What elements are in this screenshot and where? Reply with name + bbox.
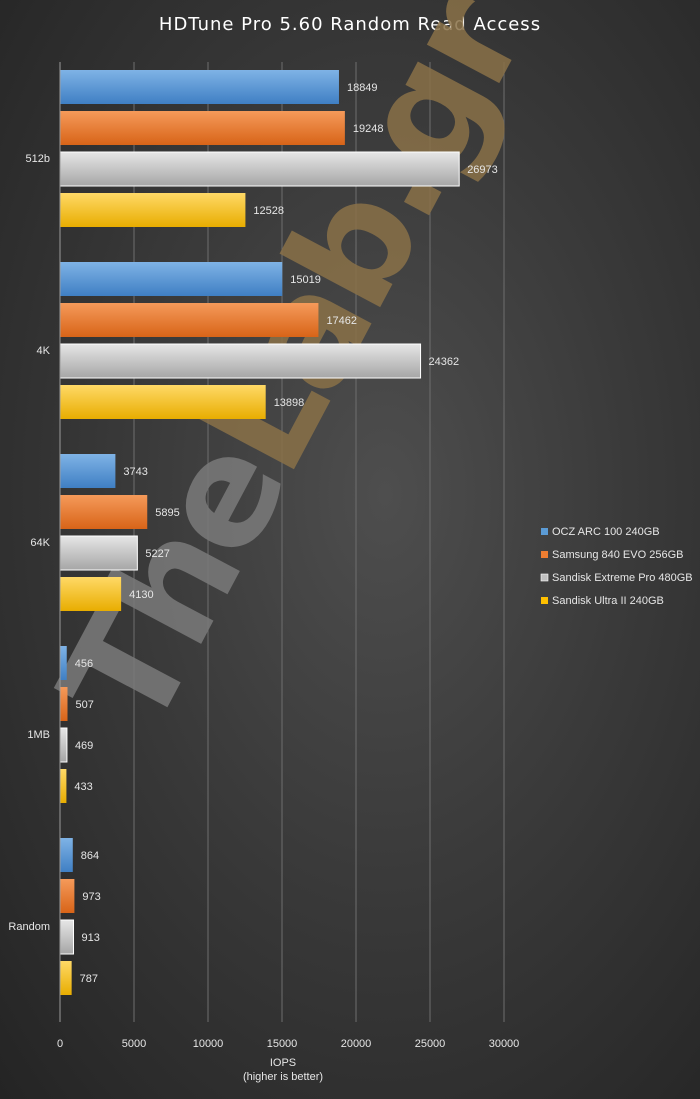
value-label: 13898 bbox=[274, 397, 305, 409]
bar bbox=[59, 727, 68, 763]
chart-title: HDTune Pro 5.60 Random Read Access bbox=[159, 14, 541, 35]
x-axis-subtitle: (higher is better) bbox=[243, 1071, 323, 1083]
bar bbox=[60, 577, 122, 611]
value-label: 433 bbox=[74, 781, 92, 793]
value-label: 17462 bbox=[326, 315, 357, 327]
bar bbox=[60, 961, 72, 995]
x-tick-labels: 0 5000 10000 15000 20000 25000 30000 bbox=[57, 1038, 519, 1050]
value-labels: 18849 19248 26973 12528 15019 17462 24362 13898… bbox=[74, 82, 497, 985]
legend-swatch bbox=[541, 528, 548, 535]
value-label: 18849 bbox=[347, 82, 378, 94]
x-tick-label: 25000 bbox=[415, 1038, 446, 1050]
legend-entry: OCZ ARC 100 240GB bbox=[552, 526, 660, 538]
value-label: 12528 bbox=[253, 205, 284, 217]
bar bbox=[60, 193, 246, 227]
x-axis-title: IOPS bbox=[270, 1057, 296, 1069]
x-tick-label: 10000 bbox=[193, 1038, 224, 1050]
value-label: 5227 bbox=[145, 548, 169, 560]
bar bbox=[59, 151, 460, 187]
bar bbox=[60, 495, 148, 529]
x-tick-label: 30000 bbox=[489, 1038, 520, 1050]
legend-swatch bbox=[541, 597, 548, 604]
category-label: 512b bbox=[26, 153, 50, 165]
category-label: 64K bbox=[30, 537, 50, 549]
bar bbox=[60, 303, 319, 337]
value-label: 19248 bbox=[353, 123, 384, 135]
bar bbox=[60, 454, 116, 488]
legend-entry: Samsung 840 EVO 256GB bbox=[552, 549, 683, 561]
legend-swatch bbox=[541, 551, 548, 558]
bar bbox=[60, 687, 68, 721]
value-label: 456 bbox=[75, 658, 93, 670]
bar bbox=[59, 343, 422, 379]
bar bbox=[60, 769, 67, 803]
x-tick-label: 5000 bbox=[122, 1038, 146, 1050]
value-label: 24362 bbox=[429, 356, 460, 368]
bar bbox=[60, 646, 67, 680]
bar bbox=[60, 879, 75, 913]
bar bbox=[60, 111, 345, 145]
value-label: 787 bbox=[80, 973, 98, 985]
value-label: 864 bbox=[81, 850, 99, 862]
value-label: 3743 bbox=[123, 466, 147, 478]
value-label: 973 bbox=[82, 891, 100, 903]
category-label: 4K bbox=[37, 345, 51, 357]
value-label: 469 bbox=[75, 740, 93, 752]
value-label: 913 bbox=[82, 932, 100, 944]
bar bbox=[60, 70, 339, 104]
legend-entry: Sandisk Ultra II 240GB bbox=[552, 595, 664, 607]
category-label: 1MB bbox=[27, 729, 50, 741]
bar bbox=[60, 838, 73, 872]
legend-entry: Sandisk Extreme Pro 480GB bbox=[552, 572, 693, 584]
legend-swatch bbox=[540, 573, 549, 582]
bar bbox=[60, 385, 266, 419]
bar bbox=[59, 919, 75, 955]
value-label: 4130 bbox=[129, 589, 153, 601]
x-tick-label: 0 bbox=[57, 1038, 63, 1050]
value-label: 5895 bbox=[155, 507, 179, 519]
value-label: 507 bbox=[76, 699, 94, 711]
category-labels: 512b 4K 64K 1MB Random bbox=[8, 153, 50, 933]
legend: OCZ ARC 100 240GB Samsung 840 EVO 256GB Sa… bbox=[540, 526, 693, 607]
x-tick-label: 20000 bbox=[341, 1038, 372, 1050]
bar bbox=[59, 535, 138, 571]
category-label: Random bbox=[8, 921, 50, 933]
bar bbox=[60, 262, 283, 296]
x-tick-label: 15000 bbox=[267, 1038, 298, 1050]
value-label: 15019 bbox=[290, 274, 321, 286]
value-label: 26973 bbox=[467, 164, 498, 176]
